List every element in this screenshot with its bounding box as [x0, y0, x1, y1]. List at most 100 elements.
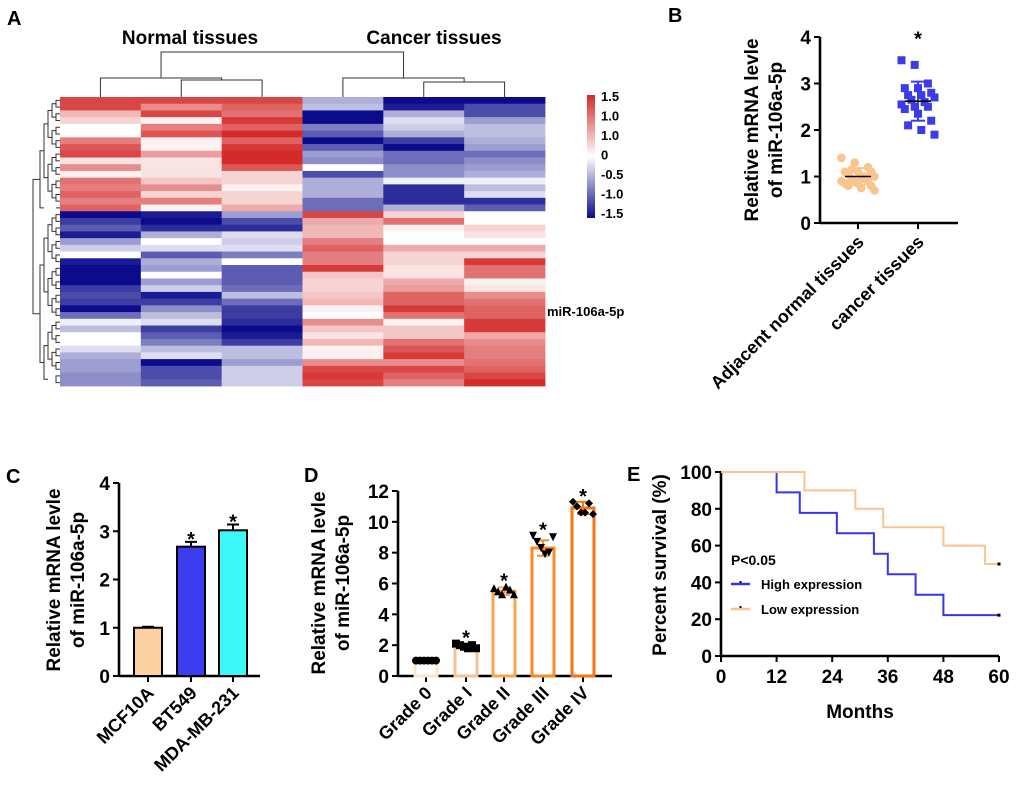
- data-point: [900, 84, 909, 93]
- heatmap-cell: [464, 211, 546, 219]
- heatmap-cell: [140, 285, 223, 293]
- heatmap-cell: [383, 332, 465, 340]
- heatmap-cell: [383, 217, 465, 226]
- dendrogram-branch: [55, 375, 60, 384]
- y-axis-label-line2: of miR-106a-5p: [333, 515, 354, 651]
- heatmap-cell: [60, 224, 142, 232]
- heatmap-cell: [383, 211, 465, 219]
- dendrogram-root: [32, 178, 40, 315]
- heatmap-cell: [383, 184, 465, 192]
- legend-marker: [739, 606, 742, 608]
- heatmap-cell: [140, 318, 223, 326]
- dendrogram-branch: [55, 214, 60, 222]
- heatmap-cell: [140, 170, 223, 179]
- y-tick-label: 0: [99, 667, 110, 688]
- heatmap-cell: [221, 345, 303, 353]
- data-point: [472, 644, 480, 653]
- heatmap-cell: [221, 278, 303, 286]
- heatmap-cell: [60, 204, 142, 212]
- data-point: [432, 656, 440, 665]
- dendrogram-branch: [47, 109, 52, 138]
- heatmap-cell: [464, 177, 546, 185]
- heatmap-cell: [383, 359, 465, 367]
- data-points: *: [837, 28, 939, 195]
- data-point: [904, 121, 913, 130]
- y-tick-label: 2: [800, 121, 811, 142]
- data-point: [897, 100, 906, 109]
- heatmap-cell: [464, 197, 546, 205]
- legend: High expression Low expression: [731, 577, 862, 617]
- dendrogram-branch: [51, 244, 56, 259]
- legend-marker: [739, 581, 742, 583]
- heatmap-cell: [302, 305, 384, 313]
- heatmap-cell: [221, 217, 303, 226]
- heatmap-cell: [464, 258, 546, 266]
- heatmap-cell: [464, 325, 546, 333]
- dendrogram-branch: [51, 298, 56, 313]
- x-tick-label: 12: [766, 667, 787, 688]
- heatmap-cell: [140, 184, 223, 192]
- y-tick-label: 2: [99, 571, 110, 592]
- y-tick-label: 8: [378, 544, 389, 565]
- panel-label-b: B: [668, 5, 682, 27]
- dendrogram-branch: [55, 254, 60, 263]
- heatmap-cell: [60, 144, 142, 152]
- heatmap-cell: [60, 291, 142, 300]
- heatmap-cell: [302, 191, 384, 199]
- heatmap-cell: [464, 217, 546, 226]
- x-tick-label: 0: [716, 667, 727, 688]
- heatmap-cell: [302, 345, 384, 353]
- heatmap-cell: [60, 298, 142, 306]
- heatmap-cell: [383, 271, 465, 279]
- heatmap-cell: [302, 164, 384, 172]
- y-axis-label-line1: Relative mRNA levle: [44, 488, 65, 671]
- heatmap-cell: [464, 170, 546, 179]
- heatmap-cell: [464, 312, 546, 320]
- heatmap-cell: [383, 379, 465, 387]
- data-point: [870, 172, 879, 181]
- dendrogram-branch: [51, 103, 56, 118]
- heatmap-cell: [383, 352, 465, 360]
- axes: 0 1 2 3 4: [800, 28, 958, 235]
- heatmap-cell: [60, 352, 142, 360]
- data-point: [573, 502, 581, 511]
- heatmap-cell: [302, 137, 384, 145]
- colorbar-tick-label: -0.5: [601, 167, 623, 182]
- heatmap-cell: [60, 372, 142, 380]
- y-tick-label: 10: [368, 513, 389, 534]
- heatmap-cell: [140, 231, 223, 239]
- heatmap-cell: [140, 258, 223, 266]
- dendrogram-branch: [423, 81, 506, 97]
- heatmap-cell: [221, 204, 303, 212]
- heatmap-cell: [221, 191, 303, 199]
- censor-mark: [997, 562, 1001, 566]
- heatmap-cell: [60, 197, 142, 205]
- heatmap-cell: [383, 372, 465, 380]
- bar-panel-c: Relative mRNA levle of miR-106a-5p 0 1 2 3 4…: [44, 474, 260, 775]
- heatmap-cell: [383, 238, 465, 246]
- heatmap-cell: [383, 137, 465, 145]
- category-label: MCF10A: [93, 683, 158, 748]
- heatmap-cell: [302, 372, 384, 380]
- data-point: [581, 508, 589, 517]
- dendrogram-branch: [51, 271, 56, 286]
- panel-label-a: A: [7, 8, 21, 30]
- heatmap-cell: [302, 117, 384, 125]
- dendrogram-branch: [55, 167, 60, 175]
- data-point: [585, 499, 593, 508]
- dendrogram-branch: [55, 294, 60, 303]
- y-tick-label: 20: [691, 610, 712, 631]
- censor-mark: [997, 613, 1001, 617]
- bar-panel-d: Relative mRNA levle of miR-106a-5p 0 2 4 6 8…: [309, 482, 612, 749]
- heatmap-cell: [140, 137, 223, 145]
- heatmap-cell: [60, 150, 142, 158]
- heatmap-cell: [302, 291, 384, 300]
- heatmap-cell: [383, 157, 465, 165]
- data-point: [930, 93, 939, 102]
- heatmap-cell: [140, 278, 223, 286]
- heatmap-cell: [302, 231, 384, 239]
- heatmap-cell: [140, 130, 223, 138]
- dendrogram-branch: [47, 277, 52, 306]
